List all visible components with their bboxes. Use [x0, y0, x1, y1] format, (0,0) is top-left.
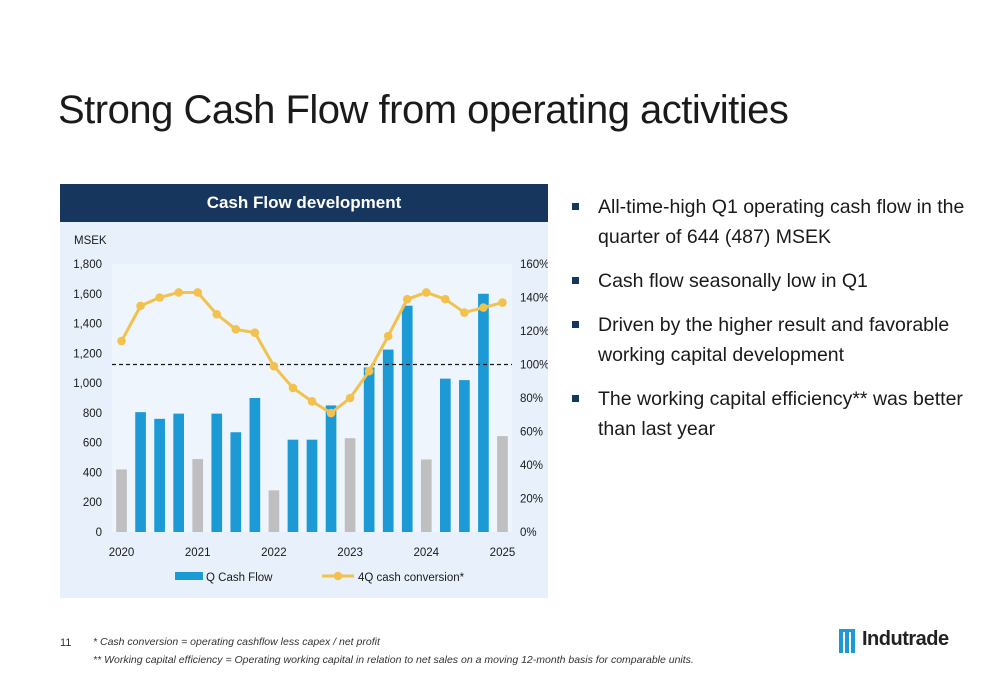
- y-tick-label: 1,000: [73, 378, 102, 390]
- cash-conversion-point: [441, 294, 450, 304]
- cash-conversion-point: [479, 303, 488, 312]
- x-tick-label: 2022: [261, 547, 287, 559]
- bar-2022-q3: [306, 439, 318, 532]
- cash-conversion-point: [383, 331, 393, 341]
- footnote-cash-conversion: * Cash conversion = operating cashflow l…: [93, 636, 380, 648]
- square-bullet-icon: [572, 203, 579, 210]
- cash-flow-chart: Cash Flow development MSEK 0 200 400 600 800 1…: [60, 184, 548, 598]
- y-tick-label: 1,800: [73, 259, 102, 271]
- cash-conversion-point: [345, 393, 355, 403]
- bullet-item: The working capital efficiency** was bet…: [572, 384, 972, 444]
- bar-2021-q3: [230, 432, 242, 532]
- cash-conversion-point: [117, 336, 126, 346]
- bar-2021-q2: [211, 413, 223, 532]
- bar-2025-q1: [497, 436, 508, 532]
- x-tick-label: 2020: [109, 547, 135, 559]
- indutrade-logo: Indutrade: [838, 627, 949, 655]
- y2-tick-label: 100%: [520, 360, 548, 372]
- logo-mark-icon: [839, 629, 855, 653]
- legend-bar-swatch: [175, 572, 203, 580]
- cash-conversion-point: [212, 309, 222, 319]
- cash-conversion-point: [460, 308, 469, 317]
- bullet-item: Cash flow seasonally low in Q1: [572, 266, 972, 296]
- bullet-item: Driven by the higher result and favorabl…: [572, 310, 972, 370]
- legend-line-marker: [333, 571, 343, 581]
- cash-conversion-point: [288, 383, 298, 393]
- x-tick-label: 2024: [413, 547, 439, 559]
- bar-2023-q3: [382, 349, 394, 532]
- bar-2024-q3: [459, 380, 470, 532]
- cash-conversion-point: [174, 288, 183, 297]
- cash-conversion-point: [136, 301, 145, 311]
- bar-2021-q4: [249, 398, 261, 532]
- bar-2023-q1: [344, 438, 356, 532]
- y2-tick-label: 40%: [520, 460, 543, 472]
- cash-conversion-point: [193, 288, 203, 297]
- cash-conversion-point: [421, 288, 431, 297]
- logo-text: Indutrade: [862, 628, 949, 650]
- x-tick-label: 2023: [337, 547, 363, 559]
- legend-label-cash-conversion: 4Q cash conversion*: [358, 572, 465, 584]
- bar-2020-q1: [116, 469, 127, 532]
- bar-2022-q1: [268, 490, 280, 532]
- bar-2020-q4: [173, 413, 184, 532]
- y-tick-label: 0: [96, 527, 102, 539]
- y-tick-label: 1,200: [73, 348, 102, 360]
- bar-2022-q4: [325, 405, 337, 532]
- cash-conversion-point: [326, 408, 336, 418]
- y2-tick-label: 80%: [520, 393, 543, 405]
- square-bullet-icon: [572, 395, 579, 402]
- square-bullet-icon: [572, 277, 579, 284]
- cash-conversion-point: [307, 397, 317, 406]
- y-tick-label: 800: [83, 408, 102, 420]
- y-tick-label: 600: [83, 438, 102, 450]
- cash-conversion-point: [231, 325, 241, 334]
- bar-2021-q1: [192, 459, 204, 532]
- x-tick-label: 2025: [490, 547, 516, 559]
- y-tick-label: 1,600: [73, 289, 102, 301]
- y2-tick-label: 160%: [520, 259, 548, 271]
- y2-tick-label: 140%: [520, 293, 548, 305]
- cash-conversion-point: [364, 366, 374, 376]
- bar-2023-q2: [363, 367, 375, 532]
- cash-conversion-point: [402, 294, 412, 304]
- y-tick-label: 200: [83, 497, 102, 509]
- cash-conversion-point: [250, 328, 260, 337]
- bullet-item: All-time-high Q1 operating cash flow in …: [572, 192, 972, 252]
- y2-tick-label: 0%: [520, 527, 537, 539]
- bar-2024-q4: [478, 293, 489, 532]
- page-number: 11: [60, 637, 72, 649]
- y2-tick-label: 120%: [520, 326, 548, 338]
- chart-plot: MSEK 0 200 400 600 800 1,000 1,200 1,400 1,600 1,8…: [73, 235, 548, 584]
- bullet-list: All-time-high Q1 operating cash flow in …: [572, 192, 972, 458]
- bar-2024-q2: [440, 378, 451, 532]
- cash-conversion-point: [155, 293, 164, 302]
- bar-2023-q4: [401, 305, 413, 532]
- legend-label-q-cash-flow: Q Cash Flow: [206, 572, 273, 584]
- cash-conversion-point: [498, 298, 507, 307]
- footnote-working-capital: ** Working capital efficiency = Operatin…: [93, 654, 694, 666]
- bar-2020-q2: [135, 412, 146, 532]
- y-tick-label: 400: [83, 467, 102, 479]
- bar-2024-q1: [420, 459, 432, 532]
- y-axis-unit-label: MSEK: [74, 235, 107, 247]
- x-tick-label: 2021: [185, 547, 211, 559]
- y2-tick-label: 60%: [520, 427, 543, 439]
- chart-title: Cash Flow development: [60, 184, 548, 222]
- cash-conversion-point: [269, 361, 279, 371]
- y-tick-label: 1,400: [73, 319, 102, 331]
- bar-2020-q3: [154, 418, 165, 532]
- bar-2022-q2: [287, 439, 299, 532]
- square-bullet-icon: [572, 321, 579, 328]
- page-title: Strong Cash Flow from operating activiti…: [58, 88, 789, 132]
- y2-tick-label: 20%: [520, 494, 543, 506]
